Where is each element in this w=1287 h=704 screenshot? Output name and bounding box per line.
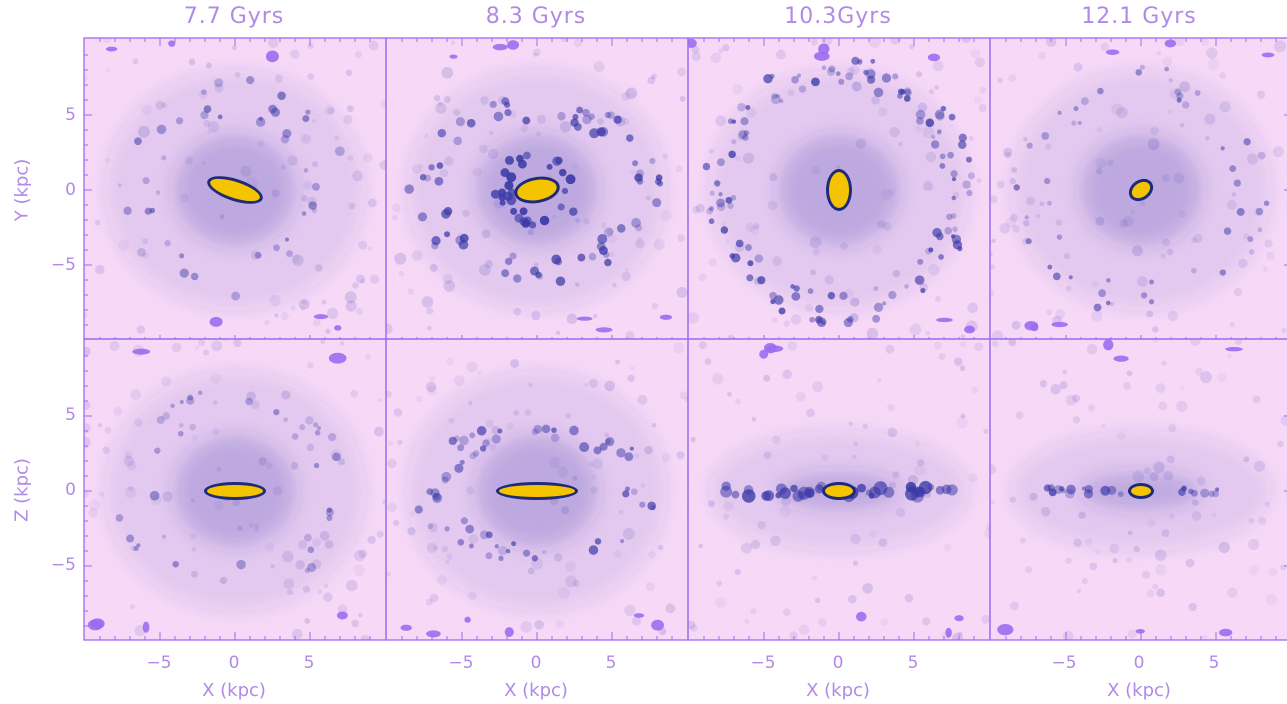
- x-tick-4-0: 0: [1133, 653, 1145, 673]
- tick-marks: [84, 38, 1287, 640]
- panel-title-3: 10.3Gyrs: [784, 4, 892, 29]
- x-tick-3-0: 0: [832, 653, 844, 673]
- panel-r2-c3: [688, 341, 990, 640]
- panel-title-1: 7.7 Gyrs: [183, 4, 285, 29]
- x-tick-4-m5: −5: [1051, 653, 1077, 673]
- panel-title-4: 12.1 Gyrs: [1081, 4, 1197, 29]
- panel-r1-c4: [990, 38, 1287, 339]
- x-axis-label-3: X (kpc): [806, 680, 870, 701]
- x-tick-2-m5: −5: [448, 653, 474, 673]
- x-tick-2-5: 5: [605, 653, 617, 673]
- panel-r2-c2: [386, 342, 688, 638]
- y-tick-top-m5: −5: [50, 255, 76, 275]
- x-axis-label-2: X (kpc): [504, 680, 568, 701]
- panel-r2-c4: [990, 339, 1287, 640]
- panel-r1-c3: [688, 38, 987, 339]
- x-tick-1-5: 5: [303, 653, 315, 673]
- y-tick-top-5: 5: [65, 105, 76, 125]
- y-tick-bottom-m5: −5: [50, 555, 76, 575]
- x-axis-label-4: X (kpc): [1107, 680, 1171, 701]
- x-tick-1-m5: −5: [146, 653, 172, 673]
- x-tick-2-0: 0: [530, 653, 542, 673]
- x-tick-4-5: 5: [1208, 653, 1220, 673]
- x-axis-label-1: X (kpc): [202, 680, 266, 701]
- x-tick-3-m5: −5: [750, 653, 776, 673]
- x-tick-3-5: 5: [907, 653, 919, 673]
- y-tick-bottom-5: 5: [65, 405, 76, 425]
- panel-r1-c1: [84, 38, 386, 334]
- panel-title-2: 8.3 Gyrs: [485, 4, 587, 29]
- x-tick-1-0: 0: [228, 653, 240, 673]
- y-tick-top-0: 0: [65, 180, 76, 200]
- y-axis-label-top: Y (kpc): [11, 158, 33, 222]
- y-axis-label-bottom: Z (kpc): [11, 458, 33, 522]
- panel-r2-c1: [84, 339, 386, 640]
- panel-r1-c2: [386, 38, 688, 339]
- y-tick-bottom-0: 0: [65, 480, 76, 500]
